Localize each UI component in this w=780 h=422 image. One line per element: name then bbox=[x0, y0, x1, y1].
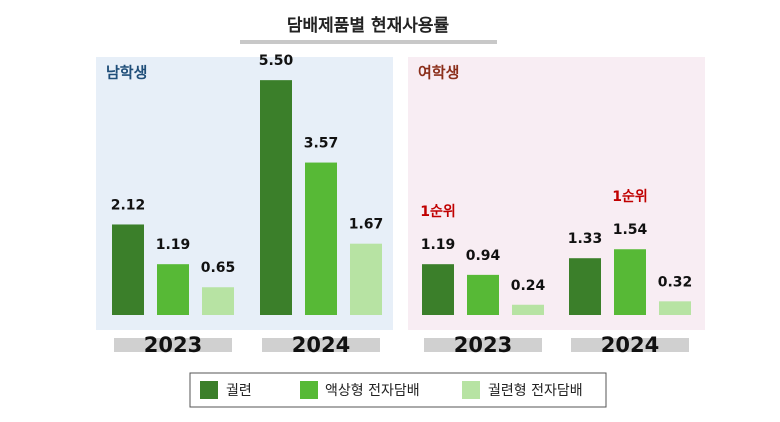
year-band bbox=[114, 338, 232, 352]
value-label: 1.54 bbox=[613, 222, 648, 238]
bar bbox=[112, 224, 144, 315]
x-tick-label: 2023 bbox=[144, 333, 202, 357]
chart-title: 담배제품별 현재사용률 bbox=[287, 16, 450, 36]
bar bbox=[350, 243, 382, 315]
panel-title: 여학생 bbox=[418, 64, 459, 82]
bar bbox=[659, 301, 691, 315]
x-tick-label: 2024 bbox=[292, 333, 350, 357]
year-band bbox=[262, 338, 380, 352]
legend-swatch bbox=[300, 381, 318, 399]
value-label: 1.33 bbox=[568, 231, 603, 247]
bar bbox=[157, 264, 189, 315]
value-label: 1.19 bbox=[156, 237, 191, 253]
bar bbox=[467, 274, 499, 315]
bar bbox=[260, 80, 292, 316]
bar bbox=[512, 304, 544, 315]
x-tick-label: 2024 bbox=[601, 333, 659, 357]
legend-swatch bbox=[462, 381, 480, 399]
bar bbox=[614, 249, 646, 315]
legend-swatch bbox=[200, 381, 218, 399]
value-label: 0.65 bbox=[201, 260, 236, 276]
legend-label: 액상형 전자담배 bbox=[325, 383, 420, 399]
panel-title: 남학생 bbox=[106, 64, 147, 82]
legend-box bbox=[189, 372, 607, 408]
value-label: 1.19 bbox=[421, 237, 456, 253]
bar bbox=[422, 264, 454, 315]
annotation: 1순위 bbox=[612, 189, 648, 205]
legend-label: 궐련형 전자담배 bbox=[488, 383, 583, 399]
legend-label: 궐련 bbox=[226, 383, 252, 399]
value-label: 2.12 bbox=[111, 197, 146, 213]
bar bbox=[569, 258, 601, 315]
bar bbox=[202, 287, 234, 315]
year-band bbox=[571, 338, 689, 352]
year-band bbox=[424, 338, 542, 352]
panel-bg bbox=[408, 57, 705, 330]
x-tick-label: 2023 bbox=[454, 333, 512, 357]
value-label: 0.24 bbox=[511, 278, 546, 294]
panel-bg bbox=[96, 57, 393, 330]
value-label: 1.67 bbox=[349, 217, 384, 233]
value-label: 3.57 bbox=[304, 136, 339, 152]
value-label: 0.94 bbox=[466, 248, 501, 264]
bar bbox=[305, 162, 337, 315]
value-label: 5.50 bbox=[259, 53, 294, 69]
annotation: 1순위 bbox=[420, 204, 456, 220]
value-label: 0.32 bbox=[658, 274, 693, 290]
title-underline bbox=[240, 40, 497, 44]
